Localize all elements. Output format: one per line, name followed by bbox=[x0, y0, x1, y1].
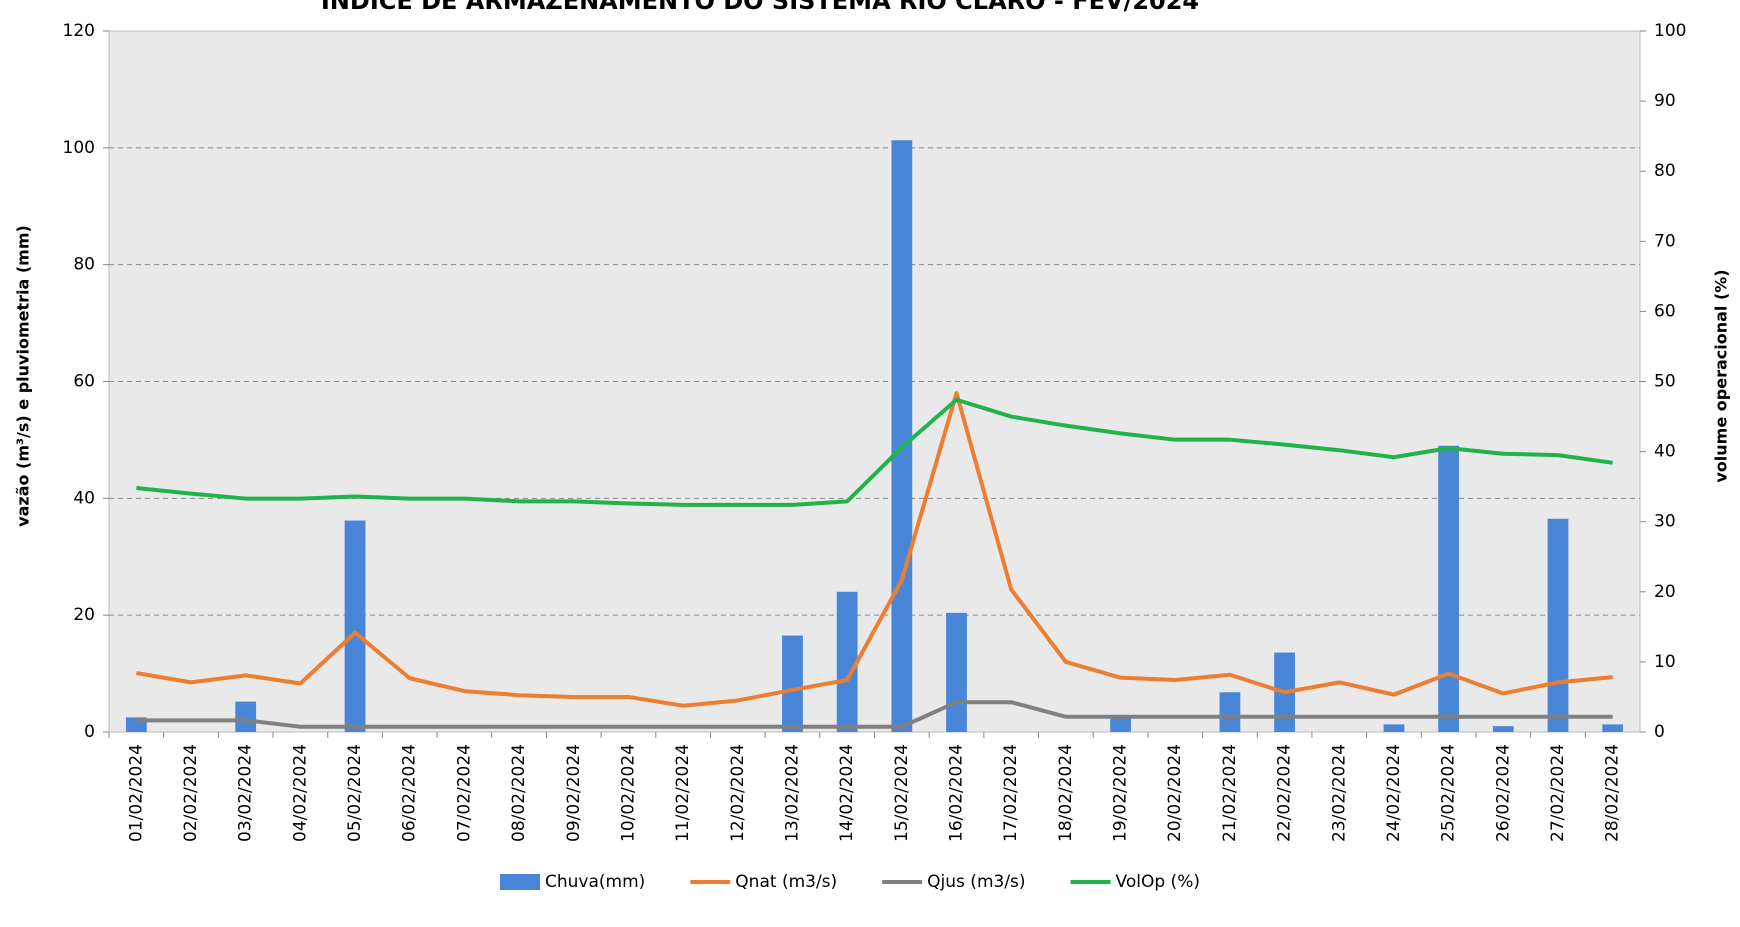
y2-tick-label: 10 bbox=[1654, 652, 1676, 672]
bar bbox=[946, 612, 967, 732]
x-tick-label: 15/02/2024 bbox=[892, 744, 912, 842]
x-tick-label: 10/02/2024 bbox=[618, 744, 638, 842]
x-tick-label: 08/02/2024 bbox=[509, 744, 529, 842]
x-tick-label: 03/02/2024 bbox=[236, 744, 256, 842]
bar bbox=[782, 635, 803, 732]
x-tick-label: 20/02/2024 bbox=[1165, 744, 1185, 842]
bar bbox=[235, 701, 257, 732]
x-tick-label: 21/02/2024 bbox=[1220, 744, 1240, 842]
x-tick-label: 06/02/2024 bbox=[400, 744, 420, 842]
x-tick-label: 11/02/2024 bbox=[673, 744, 693, 842]
x-tick-label: 26/02/2024 bbox=[1493, 744, 1513, 842]
bar bbox=[1602, 724, 1624, 732]
legend-label: VolOp (%) bbox=[1116, 872, 1200, 892]
x-tick-label: 19/02/2024 bbox=[1111, 744, 1131, 842]
y2-tick-label: 30 bbox=[1654, 512, 1676, 532]
y-tick-label: 40 bbox=[73, 488, 95, 508]
x-tick-label: 01/02/2024 bbox=[126, 744, 146, 842]
bar bbox=[1219, 692, 1241, 732]
x-tick-label: 27/02/2024 bbox=[1548, 744, 1568, 842]
x-tick-label: 24/02/2024 bbox=[1384, 744, 1404, 842]
y2-tick-label: 80 bbox=[1654, 161, 1676, 181]
x-tick-label: 14/02/2024 bbox=[837, 744, 857, 842]
bar bbox=[836, 591, 858, 732]
x-tick-label: 09/02/2024 bbox=[564, 744, 584, 842]
legend-label: Qnat (m3/s) bbox=[735, 872, 837, 892]
x-tick-label: 12/02/2024 bbox=[728, 744, 748, 842]
line bbox=[136, 700, 1613, 729]
x-tick-label: 05/02/2024 bbox=[345, 744, 365, 842]
legend-swatch bbox=[500, 874, 540, 890]
x-tick-label: 16/02/2024 bbox=[947, 744, 967, 842]
x-tick-label: 13/02/2024 bbox=[782, 744, 802, 842]
x-tick-label: 25/02/2024 bbox=[1439, 744, 1459, 842]
bar bbox=[1110, 715, 1131, 732]
y-tick-label: 20 bbox=[73, 605, 95, 625]
y-tick-label: 60 bbox=[73, 372, 95, 392]
bar bbox=[891, 140, 913, 733]
x-tick-label: 07/02/2024 bbox=[454, 744, 474, 842]
bar bbox=[1438, 445, 1460, 732]
y-tick-label: 80 bbox=[73, 255, 95, 275]
y2-tick-label: 20 bbox=[1654, 582, 1676, 602]
y2-tick-label: 60 bbox=[1654, 301, 1676, 321]
y-tick-label: 120 bbox=[63, 21, 95, 41]
legend-label: Chuva(mm) bbox=[545, 872, 645, 892]
y-tick-label: 0 bbox=[84, 722, 95, 742]
bar bbox=[344, 520, 366, 732]
x-tick-label: 02/02/2024 bbox=[181, 744, 201, 842]
x-tick-label: 22/02/2024 bbox=[1275, 744, 1295, 842]
bar bbox=[1547, 518, 1569, 732]
y2-tick-label: 90 bbox=[1654, 91, 1676, 111]
y2-tick-label: 100 bbox=[1654, 21, 1686, 41]
y2-tick-label: 0 bbox=[1654, 722, 1665, 742]
x-tick-label: 18/02/2024 bbox=[1056, 744, 1076, 842]
y2-axis-title: volume operacional (%) bbox=[1712, 269, 1731, 482]
x-tick-label: 23/02/2024 bbox=[1329, 744, 1349, 842]
y-tick-label: 100 bbox=[63, 138, 95, 158]
x-tick-label: 04/02/2024 bbox=[290, 744, 310, 842]
bar bbox=[1383, 724, 1405, 732]
line bbox=[136, 397, 1613, 507]
y2-tick-label: 50 bbox=[1654, 372, 1676, 392]
line bbox=[136, 391, 1613, 708]
y2-tick-label: 40 bbox=[1654, 442, 1676, 462]
y2-tick-label: 70 bbox=[1654, 231, 1676, 251]
bar bbox=[1492, 726, 1514, 732]
x-tick-label: 17/02/2024 bbox=[1001, 744, 1021, 842]
chart-title: ÍNDICE DE ARMAZENAMENTO DO SISTEMA RIO C… bbox=[321, 0, 1199, 15]
x-tick-label: 28/02/2024 bbox=[1603, 744, 1623, 842]
legend-label: Qjus (m3/s) bbox=[927, 872, 1025, 892]
y-axis-title: vazão (m³/s) e pluviometria (mm) bbox=[14, 225, 33, 527]
